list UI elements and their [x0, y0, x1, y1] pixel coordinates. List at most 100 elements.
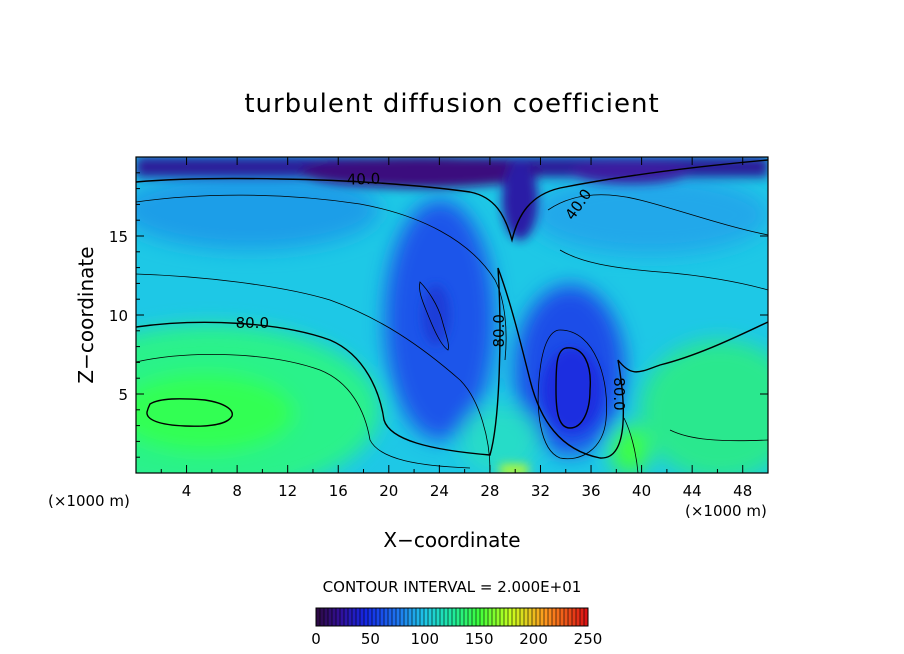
colorbar-cell — [436, 608, 441, 626]
x-axis: 4 8 12 16 20 24 28 32 36 40 44 48 — [160, 157, 752, 500]
colorbar-cell — [484, 608, 489, 626]
colorbar-cell — [324, 608, 329, 626]
colorbar-cell — [564, 608, 569, 626]
colorbar-cell — [348, 608, 353, 626]
x-tick-label: 24 — [430, 482, 449, 500]
contour-label: 80.0 — [236, 314, 269, 332]
colorbar-tick-label: 50 — [361, 630, 380, 648]
colorbar-cell — [332, 608, 337, 626]
colorbar-tick-label: 0 — [311, 630, 321, 648]
contour-line — [559, 249, 768, 291]
x-unit-left: (×1000 m) — [48, 492, 130, 510]
contour-line — [136, 159, 768, 243]
colorbar-cell — [528, 608, 533, 626]
contour-line — [669, 429, 768, 442]
contour-line — [623, 417, 639, 473]
colorbar-cell — [412, 608, 417, 626]
colorbar-cell — [540, 608, 545, 626]
colorbar-cell — [404, 608, 409, 626]
x-tick-label: 44 — [683, 482, 702, 500]
colorbar-cell — [520, 608, 525, 626]
x-unit-right: (×1000 m) — [685, 502, 767, 520]
colorbar-cell — [584, 608, 589, 626]
contour-label: 80.0 — [490, 314, 508, 347]
colorbar-cell — [440, 608, 445, 626]
colorbar-cell — [500, 608, 505, 626]
colorbar-cell — [452, 608, 457, 626]
x-tick-label: 36 — [581, 482, 600, 500]
colorbar-cell — [372, 608, 377, 626]
field-cores — [136, 157, 768, 473]
chart-title: turbulent diffusion coefficient — [244, 89, 659, 119]
colorbar-cell — [320, 608, 325, 626]
y-axis: 5 10 15 — [109, 172, 768, 458]
colorbar-cell — [448, 608, 453, 626]
plot-area: 40.040.080.0 80.080.0 — [136, 157, 768, 473]
colorbar-cell — [420, 608, 425, 626]
colorbar-cell — [568, 608, 573, 626]
contour-line — [146, 398, 233, 427]
colorbar-cell — [416, 608, 421, 626]
y-tick-label: 15 — [109, 228, 128, 246]
colorbar-cell — [388, 608, 393, 626]
colorbar-cell — [508, 608, 513, 626]
colorbar-cell — [544, 608, 549, 626]
colorbar-cell — [336, 608, 341, 626]
colorbar-cell — [492, 608, 497, 626]
contour-line — [537, 329, 608, 460]
x-tick-label: 28 — [480, 482, 499, 500]
colorbar-cell — [376, 608, 381, 626]
contour-line — [136, 267, 768, 459]
y-tick-label: 5 — [118, 386, 128, 404]
colorbar-cell — [368, 608, 373, 626]
colorbar-cell — [444, 608, 449, 626]
colorbar-cell — [536, 608, 541, 626]
colorbar-cell — [532, 608, 537, 626]
colorbar-cell — [424, 608, 429, 626]
colorbar-cell — [580, 608, 585, 626]
colorbar-cell — [472, 608, 477, 626]
contour-lines — [136, 159, 768, 473]
colorbar-cell — [384, 608, 389, 626]
colorbar-cell — [464, 608, 469, 626]
colorbar-cell — [560, 608, 565, 626]
colorbar-cell — [468, 608, 473, 626]
colorbar-cell — [488, 608, 493, 626]
colorbar-cell — [392, 608, 397, 626]
contour-label: 40.0 — [347, 170, 381, 189]
colorbar-tick-label: 150 — [465, 630, 494, 648]
colorbar-cell — [428, 608, 433, 626]
x-tick-label: 48 — [733, 482, 752, 500]
colorbar-cell — [572, 608, 577, 626]
contour-line — [136, 194, 507, 361]
colorbar-cell — [344, 608, 349, 626]
x-tick-label: 8 — [232, 482, 242, 500]
contour-line — [547, 194, 768, 236]
colorbar-cell — [340, 608, 345, 626]
colorbar-frame — [315, 607, 589, 627]
colorbar-cell — [408, 608, 413, 626]
x-axis-label: X−coordinate — [383, 528, 520, 552]
colorbar-tick-label: 100 — [410, 630, 439, 648]
colorbar-cell — [496, 608, 501, 626]
x-tick-label: 16 — [329, 482, 348, 500]
x-tick-label: 4 — [182, 482, 192, 500]
colorbar-cell — [504, 608, 509, 626]
colorbar-cell — [316, 608, 321, 626]
colorbar-cell — [380, 608, 385, 626]
colorbar-cell — [400, 608, 405, 626]
colorbar-cell — [476, 608, 481, 626]
colorbar-cell — [396, 608, 401, 626]
colorbar-cell — [516, 608, 521, 626]
colorbar-cell — [360, 608, 365, 626]
contour-label: 80.0 — [610, 377, 628, 410]
x-tick-label: 40 — [632, 482, 651, 500]
colorbar-cell — [328, 608, 333, 626]
x-tick-label: 20 — [379, 482, 398, 500]
colorbar-cell — [556, 608, 561, 626]
colorbar-cell — [352, 608, 357, 626]
colorbar-cell — [552, 608, 557, 626]
x-tick-label: 32 — [531, 482, 550, 500]
colorbar-tick-label: 250 — [574, 630, 603, 648]
